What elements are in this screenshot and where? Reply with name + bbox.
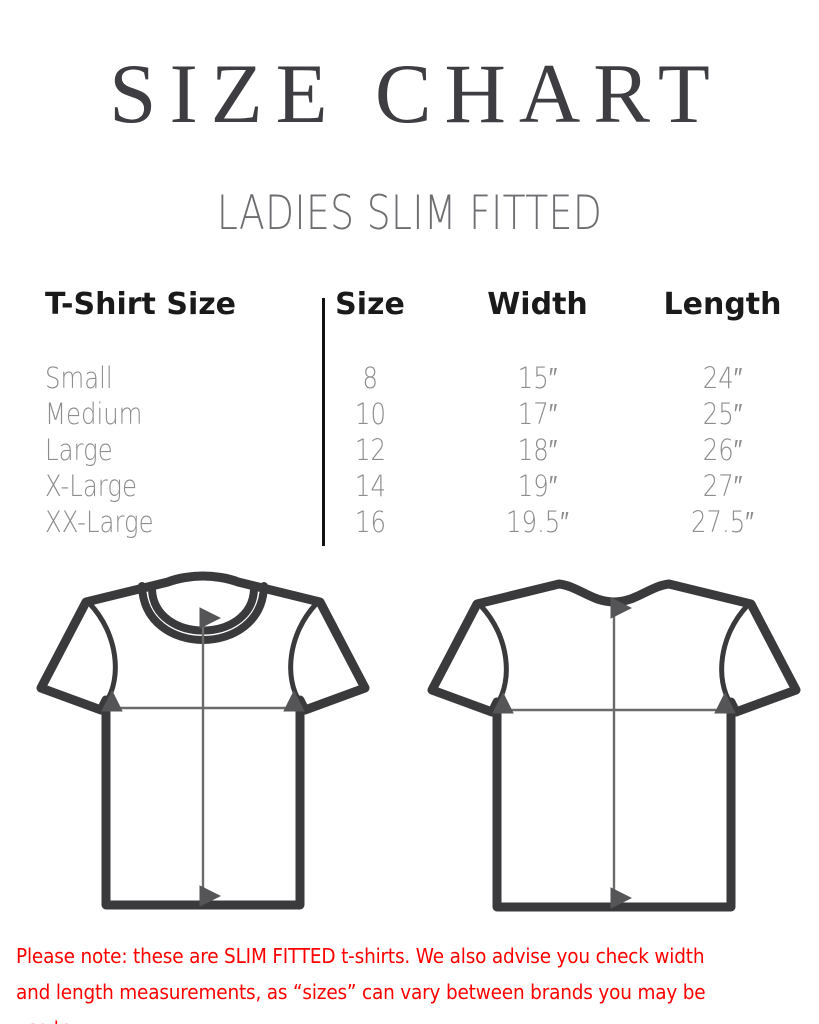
cell-width: 15″ [517,361,558,395]
title-block: SIZE CHART [0,46,819,142]
table-header-row: T-Shirt Size Size Width Length [0,287,819,333]
cell-width: 19.5″ [506,505,569,539]
cell-length: 24″ [702,361,743,395]
table-column-divider [322,298,325,546]
table-row: Small 8 15″ 24″ [0,361,819,397]
cell-length: 27″ [702,469,743,503]
cell-size-number: 8 [362,361,378,395]
table-row: XX-Large 16 19.5″ 27.5″ [0,505,819,541]
header-cell-tshirt-size: T-Shirt Size [45,287,237,322]
cell-size-number: 12 [354,433,386,467]
cell-length: 27.5″ [691,505,754,539]
cell-size-number: 10 [354,397,386,431]
cell-width: 17″ [517,397,558,431]
t-shirt-back-view [427,579,801,912]
footer-note: Please note: these are SLIM FITTED t-shi… [16,944,706,1024]
cell-size-number: 14 [354,469,386,503]
cell-size-name: XX-Large [45,505,154,539]
header-cell-width: Width [487,287,588,322]
table-row: Large 12 18″ 26″ [0,433,819,469]
cell-size-name: Small [45,361,113,395]
header-cell-size: Size [335,287,405,322]
cell-length: 25″ [702,397,743,431]
header-cell-length: Length [663,287,782,322]
table-row: X-Large 14 19″ 27″ [0,469,819,505]
cell-length: 26″ [702,433,743,467]
tshirt-diagrams [0,560,819,925]
table-row: Medium 10 17″ 25″ [0,397,819,433]
cell-size-name: Large [45,433,113,467]
cell-size-name: Medium [45,397,143,431]
cell-size-name: X-Large [45,469,137,503]
cell-size-number: 16 [354,505,386,539]
cell-width: 18″ [517,433,558,467]
cell-width: 19″ [517,469,558,503]
table-body: Small 8 15″ 24″ Medium 10 17″ 25″ Large … [0,361,819,541]
size-table: T-Shirt Size Size Width Length Small 8 1… [0,287,819,541]
t-shirt-front-view [36,571,370,910]
page-subtitle: LADIES SLIM FITTED [216,186,603,241]
page-title: SIZE CHART [109,47,723,141]
